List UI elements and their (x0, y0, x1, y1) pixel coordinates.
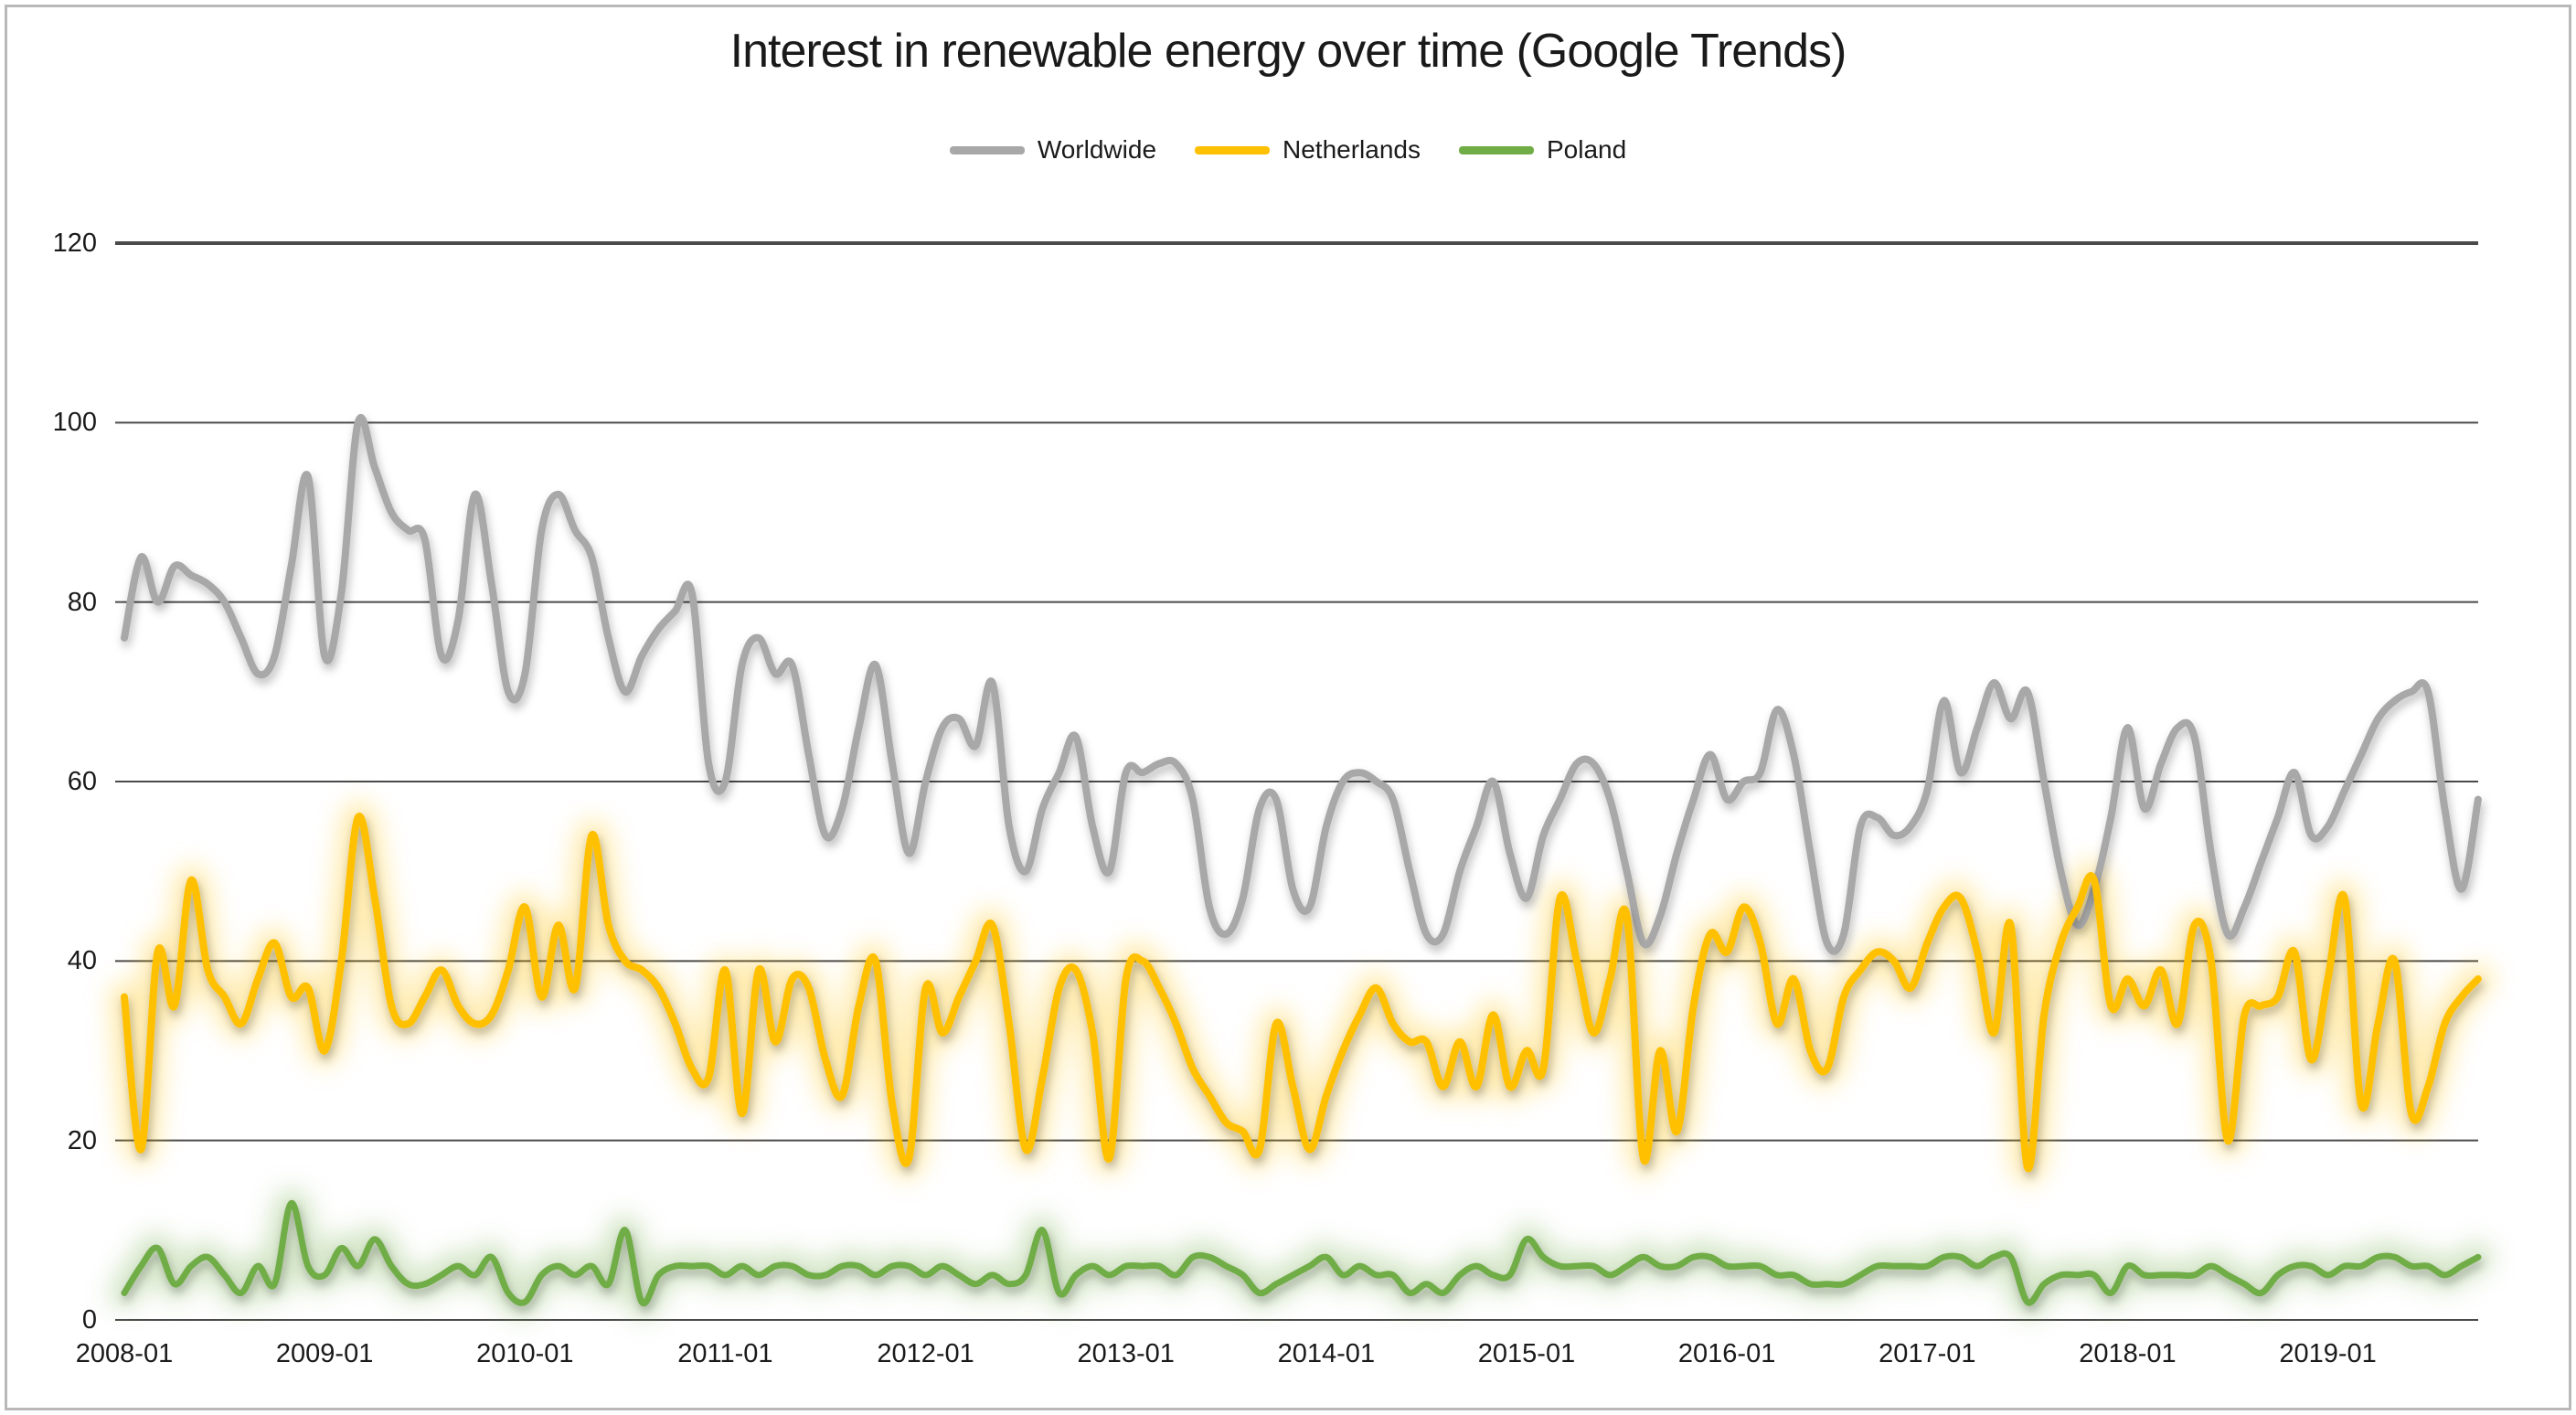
series-line-worldwide (121, 414, 2482, 955)
legend-item-netherlands: Netherlands (1195, 135, 1421, 165)
legend-swatch-worldwide (949, 145, 1025, 154)
legend-label: Poland (1547, 135, 1627, 164)
glow-poland (109, 1187, 2494, 1319)
legend-swatch-netherlands (1195, 145, 1271, 154)
legend-label: Netherlands (1283, 135, 1421, 164)
series-lines (121, 414, 2482, 1307)
x-tick-label-2008-01: 2008-01 (75, 1339, 174, 1368)
x-tick-label-2018-01: 2018-01 (2079, 1339, 2177, 1368)
series-glow-halos (109, 800, 2494, 1319)
legend-item-poland: Poland (1459, 135, 1626, 165)
y-tick-label-0: 0 (81, 1305, 97, 1335)
y-tick-label-100: 100 (52, 408, 97, 438)
x-tick-label-2017-01: 2017-01 (1879, 1339, 1976, 1368)
x-tick-label-2013-01: 2013-01 (1077, 1339, 1175, 1368)
y-tick-label-80: 80 (67, 587, 97, 617)
legend-label: Worldwide (1037, 135, 1157, 164)
series-line-poland (121, 1199, 2482, 1307)
chart-frame (5, 5, 2571, 1410)
x-tick-label-2009-01: 2009-01 (275, 1339, 374, 1368)
y-tick-label-20: 20 (67, 1125, 97, 1155)
x-tick-label-2010-01: 2010-01 (476, 1339, 574, 1368)
legend-item-worldwide: Worldwide (949, 135, 1157, 165)
series-line-netherlands (121, 812, 2482, 1173)
x-tick-label-2015-01: 2015-01 (1477, 1339, 1576, 1368)
legend-swatch-poland (1459, 145, 1534, 154)
x-tick-label-2014-01: 2014-01 (1277, 1339, 1376, 1368)
chart-legend: Worldwide Netherlands Poland (0, 135, 2576, 165)
chart-title: Interest in renewable energy over time (… (729, 25, 1847, 78)
x-tick-label-2016-01: 2016-01 (1677, 1339, 1776, 1368)
x-tick-label-2019-01: 2019-01 (2279, 1339, 2377, 1368)
x-tick-label-2012-01: 2012-01 (877, 1339, 974, 1368)
x-tick-label-2011-01: 2011-01 (677, 1339, 773, 1368)
y-tick-label-120: 120 (52, 229, 97, 258)
y-tick-label-60: 60 (67, 767, 97, 796)
y-tick-label-40: 40 (67, 946, 97, 976)
